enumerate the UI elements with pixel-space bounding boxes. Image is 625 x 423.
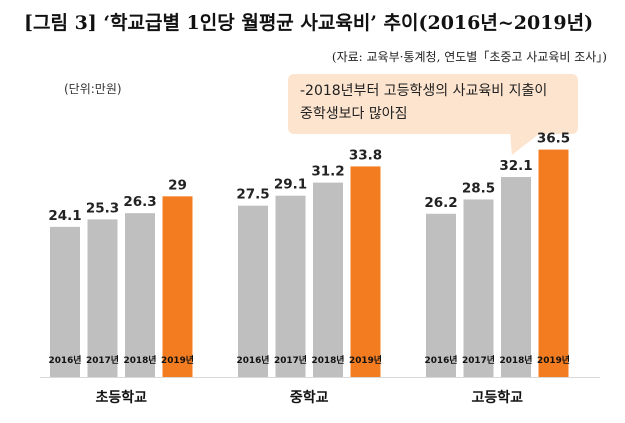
chart-title: [그림 3] ‘학교급별 1인당 월평균 사교육비’ 추이(2016년~2019… [24, 12, 594, 34]
bar-year-label: 2019년 [161, 354, 194, 366]
bar [275, 195, 306, 377]
bar [125, 213, 155, 377]
bar-year-label: 2019년 [537, 354, 570, 366]
bar [538, 149, 569, 377]
bar-year-label: 2017년 [86, 354, 119, 366]
bar-year-label: 2018년 [312, 354, 345, 366]
bar [238, 205, 268, 377]
bar [87, 219, 118, 377]
group-label: 초등학교 [95, 390, 147, 406]
bar [426, 213, 456, 377]
bar-value-label: 29 [168, 177, 187, 193]
callout-box: -2018년부터 고등학생의 사교육비 지출이 중학생보다 많아짐 [288, 74, 578, 134]
bar [50, 226, 80, 377]
group-label: 고등학교 [471, 390, 523, 406]
bar-value-label: 24.1 [48, 208, 81, 224]
bar-year-label: 2018년 [500, 354, 533, 366]
bar-year-label: 2018년 [124, 354, 157, 366]
bar-value-label: 26.3 [123, 194, 156, 210]
bar [313, 182, 343, 377]
bar [463, 199, 494, 377]
bar-value-label: 29.1 [274, 177, 307, 193]
bar-value-label: 32.1 [499, 158, 532, 174]
source-note: (자료: 교육부·통계청, 연도별「초중고 사교육비 조사」) [331, 50, 607, 64]
bar-value-label: 26.2 [424, 195, 457, 211]
bar-value-label: 28.5 [462, 180, 495, 196]
bar-year-label: 2019년 [349, 354, 382, 366]
callout-line-2: 중학생보다 많아짐 [300, 106, 408, 122]
bar-value-label: 36.5 [537, 131, 570, 147]
bar-year-label: 2017년 [274, 354, 307, 366]
bar-year-label: 2017년 [462, 354, 495, 366]
bar-year-label: 2016년 [425, 354, 458, 366]
bar-value-label: 33.8 [349, 147, 382, 163]
bar-year-label: 2016년 [237, 354, 270, 366]
bar [350, 166, 381, 377]
bar [162, 196, 193, 377]
unit-label: (단위:만원) [64, 82, 122, 96]
callout-line-1: -2018년부터 고등학생의 사교육비 지출이 [300, 83, 548, 99]
bar-value-label: 31.2 [311, 164, 344, 180]
bar-value-label: 27.5 [236, 187, 269, 203]
bar [501, 177, 531, 377]
bar-year-label: 2016년 [49, 354, 82, 366]
group-label: 중학교 [290, 390, 329, 406]
bar-value-label: 25.3 [86, 200, 119, 216]
